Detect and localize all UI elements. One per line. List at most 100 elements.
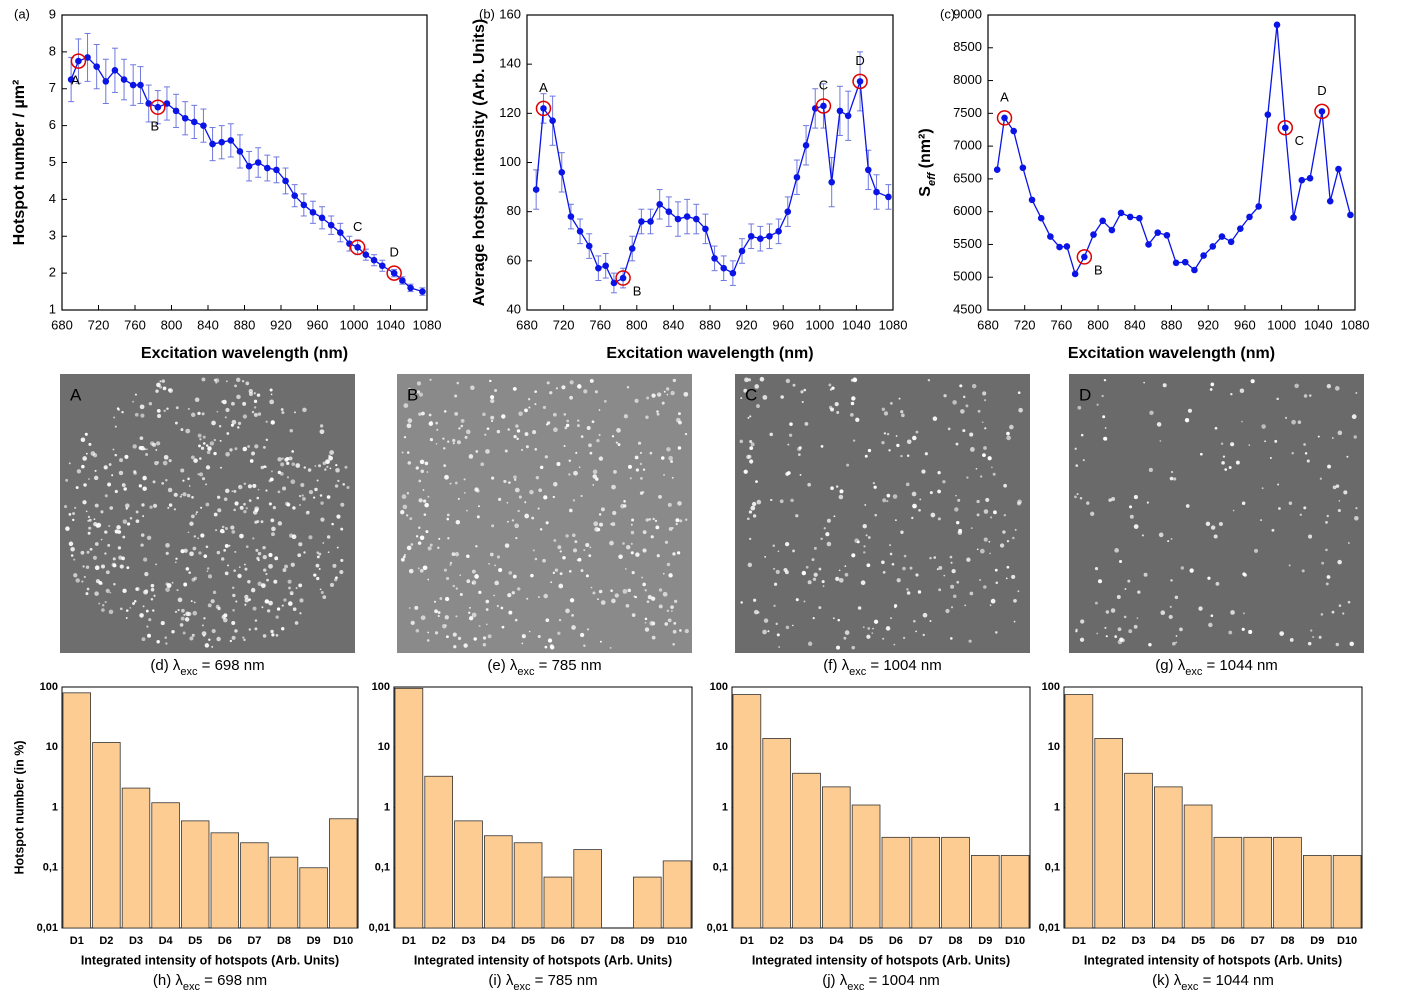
hotspot-dot xyxy=(830,486,834,490)
hotspot-dot xyxy=(446,635,449,639)
hotspot-dot xyxy=(514,478,517,481)
hotspot-dot xyxy=(818,606,822,610)
hotspot-dot xyxy=(937,470,941,475)
highlight-ring xyxy=(815,98,832,114)
hotspot-dot xyxy=(132,400,135,403)
y-tick-label: 100 xyxy=(372,681,390,693)
hotspot-dot xyxy=(455,519,461,525)
hotspot-dot xyxy=(988,540,991,543)
hotspot-dot xyxy=(672,642,675,646)
hotspot-dot xyxy=(143,448,146,451)
hotspot-dot xyxy=(292,506,296,510)
bar xyxy=(1154,786,1183,929)
data-point xyxy=(738,247,746,255)
caption: (h) λexc = 698 nm xyxy=(153,972,267,993)
y-tick-label: 5000 xyxy=(953,269,982,284)
hotspot-dot xyxy=(1261,424,1266,429)
hotspot-dot xyxy=(785,625,790,630)
hotspot-dot xyxy=(1218,522,1223,527)
hotspot-dot xyxy=(677,446,682,450)
point-label: C xyxy=(819,77,828,92)
x-tick-label: D8 xyxy=(610,935,624,947)
hotspot-dot xyxy=(162,386,167,391)
hotspot-dot xyxy=(410,543,414,546)
hotspot-dot xyxy=(803,600,806,603)
hotspot-dot xyxy=(281,411,285,415)
hotspot-dot xyxy=(135,519,140,523)
data-point xyxy=(576,228,584,235)
hotspot-dot xyxy=(466,509,468,512)
hotspot-dot xyxy=(820,445,824,448)
data-point xyxy=(628,245,636,252)
hotspot-dot xyxy=(484,433,487,436)
hotspot-dot xyxy=(749,446,754,451)
bar xyxy=(732,694,762,929)
data-point xyxy=(844,112,852,120)
hotspot-dot xyxy=(470,385,475,390)
hotspot-dot xyxy=(1326,575,1331,579)
hotspot-dot xyxy=(772,544,775,547)
hotspot-dot xyxy=(1123,615,1127,619)
hotspot-dot xyxy=(207,603,212,608)
data-point xyxy=(75,57,82,65)
bar xyxy=(151,802,180,929)
hotspot-dot xyxy=(1209,388,1213,391)
y-tick-label: 8 xyxy=(49,43,56,58)
hotspot-dot xyxy=(464,435,468,439)
hotspot-dot xyxy=(524,513,530,519)
x-tick-label: D2 xyxy=(99,935,113,947)
hotspot-dot xyxy=(336,546,339,549)
hotspot-dot xyxy=(455,587,458,590)
hotspot-dot xyxy=(403,403,409,408)
hotspot-dot xyxy=(568,473,571,476)
hotspot-dot xyxy=(142,475,147,481)
hotspot-dot xyxy=(1303,394,1308,398)
hotspot-dot xyxy=(231,490,234,493)
hotspot-dot xyxy=(451,552,456,556)
hotspot-dot xyxy=(965,404,969,408)
caption-sub: exc xyxy=(1185,666,1203,678)
hotspot-dot xyxy=(198,551,202,555)
hotspot-dot xyxy=(455,615,458,618)
series-line xyxy=(70,56,423,293)
hotspot-dot xyxy=(797,453,801,457)
hotspot-dot xyxy=(589,546,592,549)
hotspot-dot xyxy=(125,507,128,510)
hotspot-dot xyxy=(211,628,216,634)
hotspot-dot xyxy=(425,530,429,534)
hotspot-dot xyxy=(837,618,840,622)
hotspot-dot xyxy=(299,612,302,615)
point-label: D xyxy=(1317,83,1326,98)
hotspot-dot xyxy=(1241,420,1243,423)
x-tick-label: D3 xyxy=(799,935,813,947)
hotspot-dot xyxy=(507,520,509,523)
hotspot-dot xyxy=(1254,548,1259,553)
x-axis-label: Integrated intensity of hotspots (Arb. U… xyxy=(81,953,339,967)
hotspot-dot xyxy=(482,412,486,417)
hotspot-dot xyxy=(630,551,634,555)
data-point xyxy=(218,138,225,146)
hotspot-dot xyxy=(174,610,178,614)
y-tick-label: 140 xyxy=(499,56,521,71)
hotspot-dot xyxy=(430,421,433,424)
micrograph xyxy=(735,374,1030,653)
hotspot-dot xyxy=(436,428,439,431)
hotspot-dot xyxy=(73,558,76,561)
hotspot-dot xyxy=(550,645,555,650)
hotspot-dot xyxy=(138,484,142,488)
hotspot-dot xyxy=(759,376,765,382)
hotspot-dot xyxy=(504,543,510,548)
hotspot-dot xyxy=(163,454,169,460)
hotspot-dot xyxy=(255,548,259,552)
hotspot-dot xyxy=(666,393,669,396)
hotspot-dot xyxy=(670,605,674,610)
hotspot-dot xyxy=(249,459,254,463)
hotspot-dot xyxy=(444,615,449,620)
hotspot-dot xyxy=(1017,499,1022,505)
hotspot-dot xyxy=(534,403,537,406)
hotspot-dot xyxy=(684,518,688,521)
caption-sub: exc xyxy=(517,666,535,678)
hotspot-dot xyxy=(937,517,941,521)
x-tick-label: 720 xyxy=(88,317,110,332)
caption-suffix: = 785 nm xyxy=(534,657,601,674)
